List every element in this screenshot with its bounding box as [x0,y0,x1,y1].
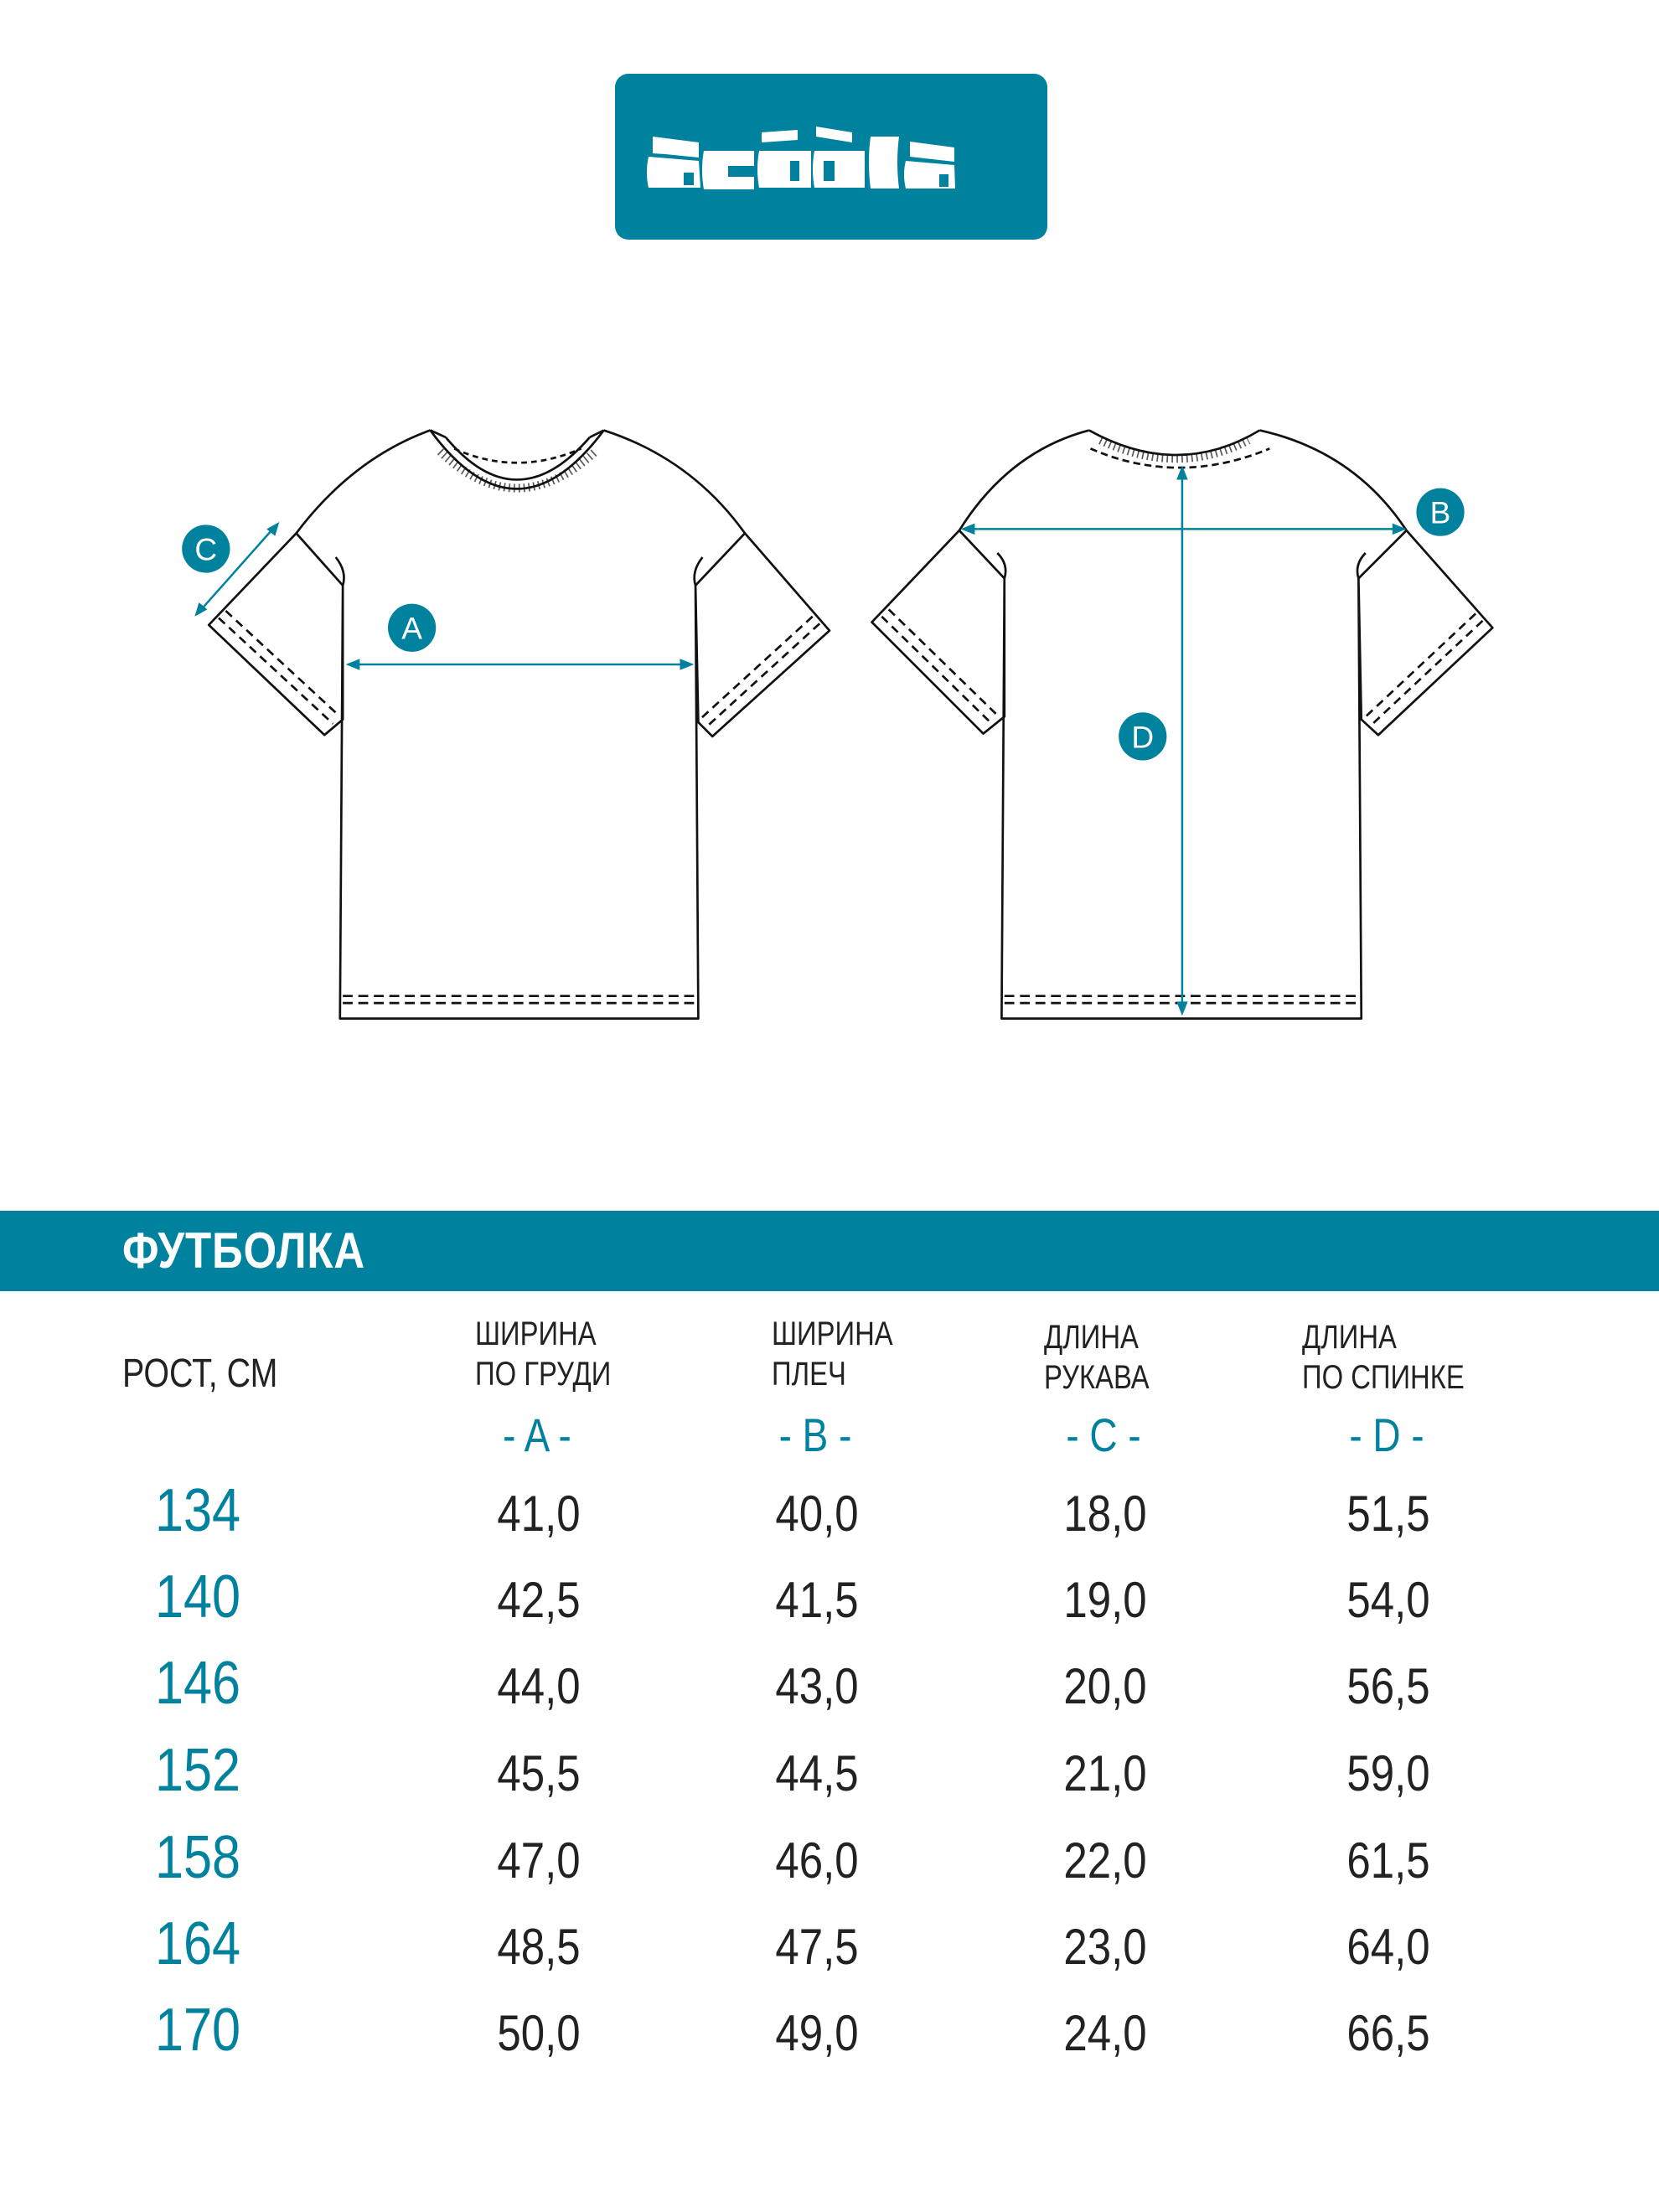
table-cell: 43,0 [775,1658,859,1714]
table-cell: 41,5 [775,1572,859,1628]
svg-text:C: C [194,531,217,566]
marker-a: A [388,603,437,652]
table-cell: 45,5 [497,1745,581,1801]
column-header-line1: ШИРИНА [772,1315,893,1352]
marker-c: C [182,525,230,573]
table-cell: 41,0 [497,1486,581,1542]
table-cell: 50,0 [497,2005,581,2061]
marker-d: D [1119,712,1167,761]
marker-b: B [1416,488,1465,536]
svg-text:D: D [1131,719,1154,754]
table-cell: 19,0 [1063,1572,1147,1628]
table-cell: 61,5 [1346,1832,1430,1889]
svg-text:B: B [1430,495,1451,530]
table-cell: 21,0 [1063,1745,1147,1801]
column-header-line1: ДЛИНА [1044,1319,1139,1356]
table-cell: 40,0 [775,1486,859,1542]
row-height: 158 [154,1824,241,1891]
svg-text:A: A [401,611,422,646]
tshirt-back [871,429,1494,1020]
measure-b-arrow [960,523,1407,535]
table-cell: 23,0 [1063,1919,1147,1975]
row-height: 170 [154,1997,241,2064]
row-height: 134 [154,1477,241,1544]
table-cell: 66,5 [1346,2005,1430,2061]
table-title-band: ФУТБОЛКА [0,1211,1659,1291]
table-title: ФУТБОЛКА [122,1222,366,1279]
table-cell: 47,5 [775,1919,859,1975]
measure-d-arrow [1176,465,1188,1016]
tshirt-diagram: A B C D [182,429,1494,1020]
table-cell: 54,0 [1346,1572,1430,1628]
table-cell: 46,0 [775,1832,859,1889]
column-header-line2: ПО ГРУДИ [475,1356,612,1393]
row-height: 164 [154,1910,241,1977]
measure-c-arrow [194,521,280,617]
height-header: РОСТ, СМ [122,1351,278,1396]
table-cell: 18,0 [1063,1486,1147,1542]
table-cell: 51,5 [1346,1486,1430,1542]
table-cell: 48,5 [497,1919,581,1975]
table-cell: 20,0 [1063,1658,1147,1714]
column-header-line2: РУКАВА [1044,1359,1150,1396]
table-cell: 64,0 [1346,1919,1430,1975]
row-height: 140 [154,1563,241,1631]
column-header-line1: ДЛИНА [1302,1319,1397,1356]
brand-logo [615,74,1047,240]
column-letter: - D - [1349,1408,1424,1461]
column-header-line1: ШИРИНА [475,1315,597,1352]
table-cell: 42,5 [497,1572,581,1628]
table-cell: 22,0 [1063,1832,1147,1889]
column-header-line2: ПО СПИНКЕ [1302,1359,1465,1396]
column-letter: - C - [1066,1408,1141,1461]
column-header-line2: ПЛЕЧ [772,1356,846,1393]
row-height: 146 [154,1650,241,1717]
table-cell: 47,0 [497,1832,581,1889]
tshirt-front [207,429,831,1020]
table-cell: 59,0 [1346,1745,1430,1801]
table-cell: 44,0 [497,1658,581,1714]
column-letter: - A - [503,1408,571,1461]
table-cell: 49,0 [775,2005,859,2061]
column-letter: - B - [778,1408,852,1461]
table-cell: 44,5 [775,1745,859,1801]
table-cell: 56,5 [1346,1658,1430,1714]
logo-wordmark [647,127,955,189]
row-height: 152 [154,1737,241,1804]
table-cell: 24,0 [1063,2005,1147,2061]
measure-a-arrow [345,659,695,670]
